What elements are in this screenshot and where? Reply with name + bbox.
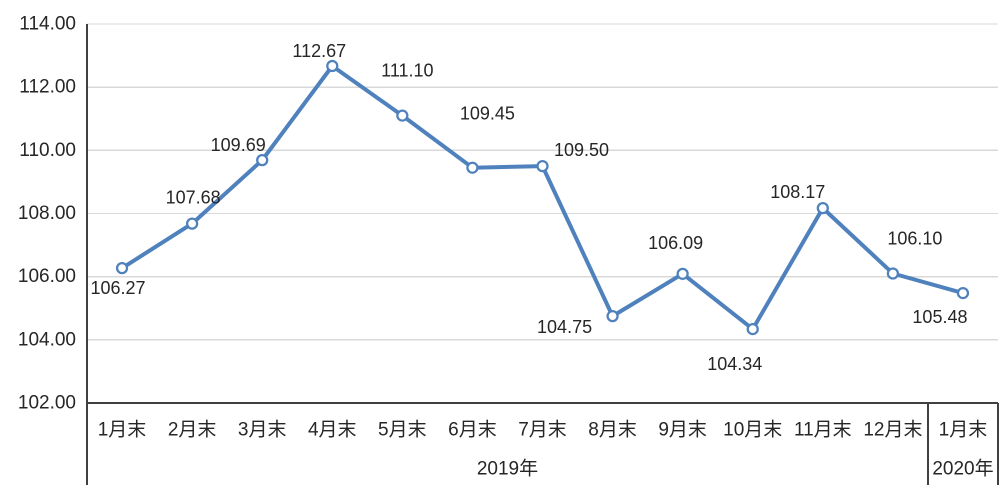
data-point-marker [746, 322, 759, 336]
y-tick-label: 112.00 [19, 77, 76, 98]
data-label: 106.09 [648, 233, 703, 253]
data-point-marker [326, 59, 339, 73]
data-series-line [120, 64, 965, 332]
x-tick-label: 1月末 [939, 419, 988, 441]
data-label: 104.75 [537, 317, 592, 337]
data-point-marker [396, 109, 409, 122]
x-tick-label: 7月末 [518, 419, 567, 441]
y-tick-label: 114.00 [19, 14, 76, 35]
x-tick-label: 6月末 [448, 419, 497, 441]
x-tick-label: 5月末 [378, 419, 427, 441]
data-point-marker [256, 153, 269, 167]
data-label: 109.69 [211, 135, 266, 155]
y-tick-label: 102.00 [18, 393, 76, 414]
data-label: 109.50 [554, 140, 609, 160]
data-point-marker [466, 161, 479, 174]
year-group-label: 2020年 [932, 458, 993, 480]
x-tick-label: 8月末 [588, 419, 637, 441]
data-label: 105.48 [912, 307, 967, 327]
y-tick-label: 110.00 [19, 140, 76, 161]
data-point-marker [185, 217, 199, 230]
data-label: 106.27 [91, 278, 146, 298]
data-label: 104.34 [707, 354, 762, 374]
data-label: 109.45 [460, 104, 515, 124]
data-point-marker [676, 267, 689, 280]
x-tick-label: 12月末 [863, 419, 922, 441]
x-tick-label: 1月末 [98, 419, 147, 441]
x-tick-label: 10月末 [723, 419, 782, 441]
data-label: 106.10 [887, 229, 942, 249]
data-label: 108.17 [770, 182, 825, 202]
y-tick-label: 106.00 [18, 266, 76, 287]
data-point-marker [606, 310, 619, 323]
x-tick-label: 9月末 [658, 419, 707, 441]
x-tick-label: 11月末 [794, 419, 852, 441]
data-point-marker [816, 202, 829, 215]
year-group-label: 2019年 [477, 458, 538, 480]
data-point-marker [115, 262, 129, 275]
data-point-marker [886, 267, 900, 280]
data-label: 112.67 [292, 41, 346, 61]
x-tick-label: 3月末 [238, 419, 287, 441]
y-tick-label: 108.00 [18, 203, 76, 224]
x-tick-label: 4月末 [308, 419, 357, 441]
data-point-marker [536, 160, 549, 173]
y-tick-label: 104.00 [18, 329, 76, 350]
data-label: 111.10 [381, 61, 433, 81]
x-tick-label: 2月末 [168, 419, 217, 441]
data-label: 107.68 [166, 188, 221, 208]
data-point-marker [956, 286, 970, 300]
